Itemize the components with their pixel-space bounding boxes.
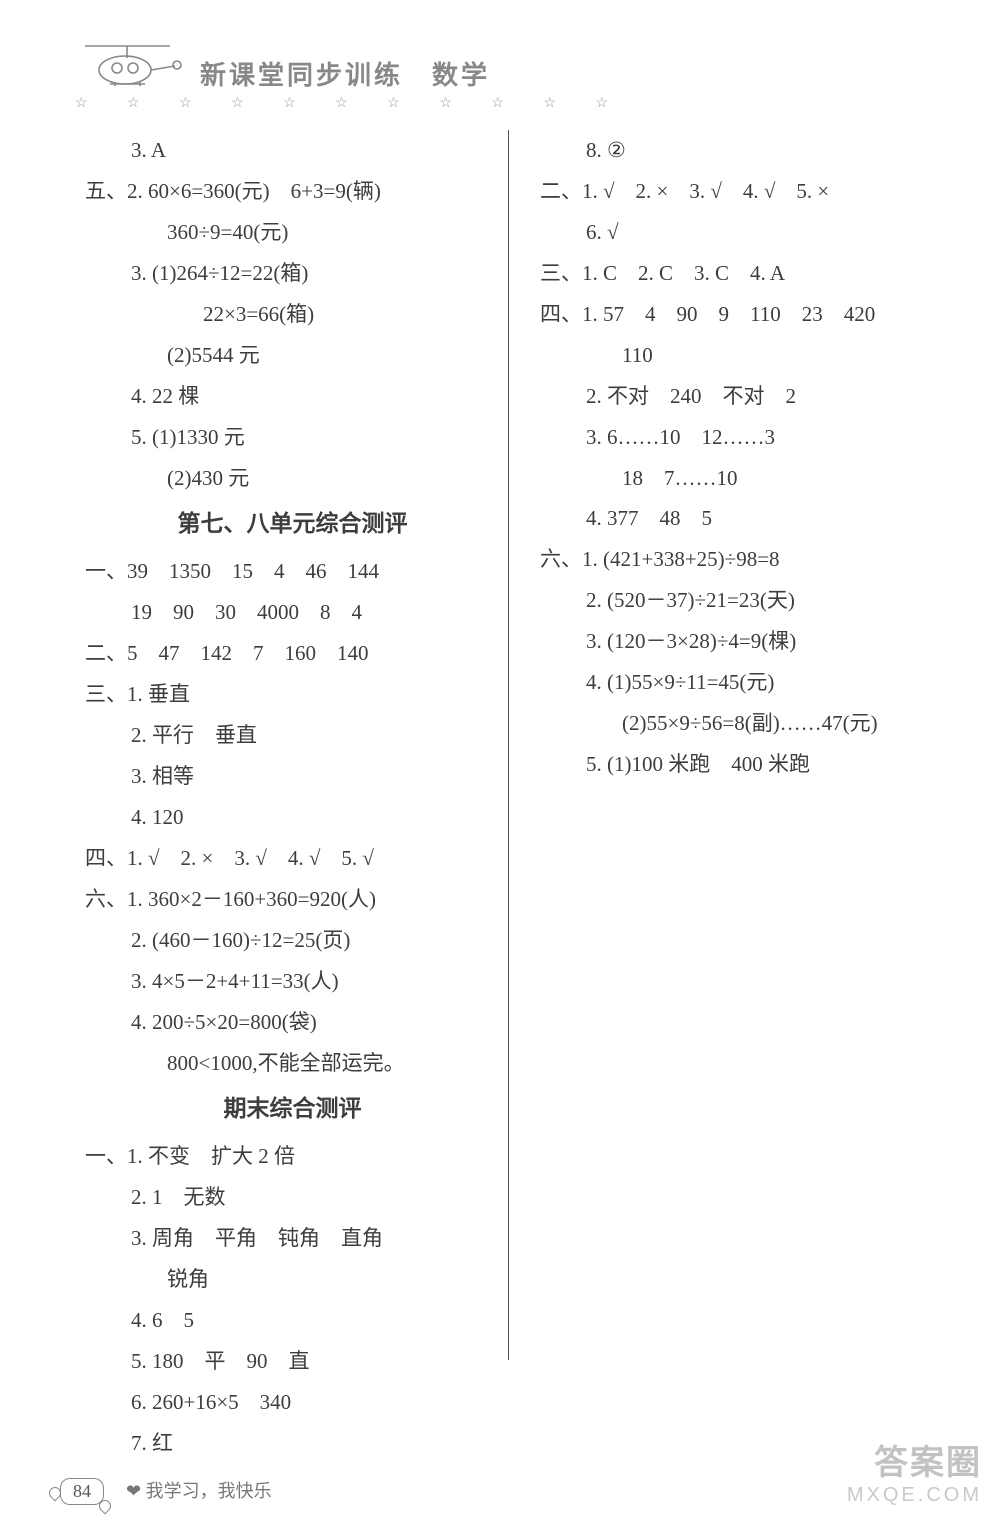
column-divider — [508, 130, 509, 1360]
watermark-line2: MXQE.COM — [847, 1484, 982, 1507]
left-column: 3. A 五、2. 60×6=360(元) 6+3=9(辆) 360÷9=40(… — [85, 130, 515, 1464]
answer-line: 3. (120－3×28)÷4=9(棵) — [540, 621, 945, 662]
answer-line: 4. 22 棵 — [85, 376, 500, 417]
answer-line: 二、5 47 142 7 160 140 — [85, 633, 500, 674]
answer-line: 4. 377 48 5 — [540, 498, 945, 539]
answer-line: 8. ② — [540, 130, 945, 171]
answer-line: 3. A — [85, 130, 500, 171]
page-header: 新课堂同步训练 数学 ☆ ☆ ☆ ☆ ☆ ☆ ☆ ☆ ☆ ☆ ☆ — [0, 0, 1000, 130]
right-column: 8. ② 二、1. √ 2. × 3. √ 4. √ 5. × 6. √ 三、1… — [515, 130, 945, 1464]
main-content: 3. A 五、2. 60×6=360(元) 6+3=9(辆) 360÷9=40(… — [0, 130, 1000, 1464]
answer-line: 5. 180 平 90 直 — [85, 1341, 500, 1382]
answer-line: 5. (1)1330 元 — [85, 417, 500, 458]
footer-motto-text: 我学习，我快乐 — [146, 1481, 272, 1501]
answer-line: 3. 相等 — [85, 756, 500, 797]
page-number: 84 — [60, 1478, 104, 1505]
answer-line: 4. 120 — [85, 797, 500, 838]
answer-line: 18 7……10 — [540, 458, 945, 499]
answer-line: 19 90 30 4000 8 4 — [85, 592, 500, 633]
answer-line: 2. (520－37)÷21=23(天) — [540, 580, 945, 621]
section-heading: 第七、八单元综合测评 — [85, 498, 500, 551]
answer-line: 五、2. 60×6=360(元) 6+3=9(辆) — [85, 171, 500, 212]
watermark-line1: 答案圈 — [847, 1435, 982, 1484]
answer-line: 5. (1)100 米跑 400 米跑 — [540, 744, 945, 785]
answer-line: 4. (1)55×9÷11=45(元) — [540, 662, 945, 703]
answer-line: 3. 周角 平角 钝角 直角 — [85, 1218, 500, 1259]
section-heading: 期末综合测评 — [85, 1083, 500, 1136]
page-footer: 84 ❤ 我学习，我快乐 — [60, 1477, 960, 1505]
answer-line: 7. 红 — [85, 1423, 500, 1464]
answer-line: 3. 6……10 12……3 — [540, 417, 945, 458]
answer-line: 四、1. √ 2. × 3. √ 4. √ 5. √ — [85, 838, 500, 879]
answer-line: 六、1. 360×2－160+360=920(人) — [85, 879, 500, 920]
answer-line: 3. 4×5－2+4+11=33(人) — [85, 961, 500, 1002]
answer-line: 800<1000,不能全部运完。 — [85, 1043, 500, 1084]
star-divider: ☆ ☆ ☆ ☆ ☆ ☆ ☆ ☆ ☆ ☆ ☆ — [75, 95, 626, 112]
answer-line: 360÷9=40(元) — [85, 212, 500, 253]
helicopter-icon — [75, 38, 185, 93]
workbook-title: 新课堂同步训练 数学 — [200, 55, 490, 92]
answer-line: 三、1. 垂直 — [85, 674, 500, 715]
answer-line: 2. 平行 垂直 — [85, 715, 500, 756]
answer-line: 4. 200÷5×20=800(袋) — [85, 1002, 500, 1043]
answer-line: (2)430 元 — [85, 458, 500, 499]
answer-line: 一、39 1350 15 4 46 144 — [85, 551, 500, 592]
answer-line: (2)55×9÷56=8(副)……47(元) — [540, 703, 945, 744]
answer-line: 6. √ — [540, 212, 945, 253]
answer-line: 三、1. C 2. C 3. C 4. A — [540, 253, 945, 294]
answer-line: (2)5544 元 — [85, 335, 500, 376]
watermark: 答案圈 MXQE.COM — [847, 1435, 982, 1507]
answer-line: 2. 1 无数 — [85, 1177, 500, 1218]
answer-line: 6. 260+16×5 340 — [85, 1382, 500, 1423]
answer-line: 110 — [540, 335, 945, 376]
answer-line: 2. 不对 240 不对 2 — [540, 376, 945, 417]
answer-line: 22×3=66(箱) — [85, 294, 500, 335]
answer-line: 四、1. 57 4 90 9 110 23 420 — [540, 294, 945, 335]
answer-line: 2. (460－160)÷12=25(页) — [85, 920, 500, 961]
answer-line: 一、1. 不变 扩大 2 倍 — [85, 1136, 500, 1177]
answer-line: 3. (1)264÷12=22(箱) — [85, 253, 500, 294]
answer-line: 4. 6 5 — [85, 1300, 500, 1341]
answer-line: 二、1. √ 2. × 3. √ 4. √ 5. × — [540, 171, 945, 212]
answer-line: 锐角 — [85, 1259, 500, 1300]
answer-line: 六、1. (421+338+25)÷98=8 — [540, 539, 945, 580]
footer-motto: ❤ 我学习，我快乐 — [126, 1481, 272, 1501]
